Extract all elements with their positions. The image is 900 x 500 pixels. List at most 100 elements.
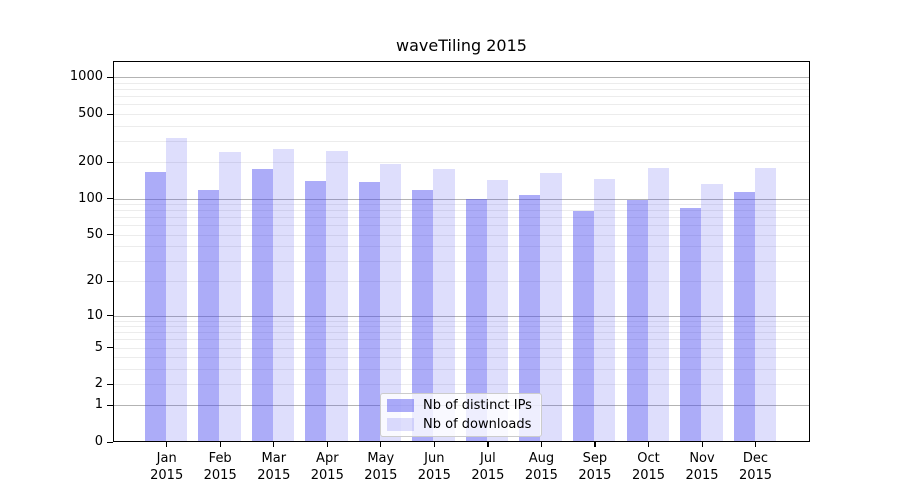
x-tick — [219, 442, 221, 447]
y-tick-label: 50 — [86, 226, 103, 242]
x-tick-label-month: Mar — [261, 451, 287, 466]
x-tick-label-month: Apr — [316, 451, 339, 466]
x-tick-label: Jun 2015 — [402, 450, 466, 484]
y-tick — [107, 234, 113, 236]
x-tick — [433, 442, 435, 447]
y-tick — [107, 347, 113, 349]
gridline-minor — [113, 368, 810, 370]
x-tick-label-month: Sep — [582, 451, 608, 466]
bar-distinct-ips — [572, 211, 594, 442]
x-tick-label: Dec 2015 — [724, 450, 788, 484]
gridline-major — [113, 315, 810, 317]
y-tick-label: 0 — [94, 434, 103, 449]
x-tick-label: Jan 2015 — [135, 450, 199, 484]
y-tick — [107, 441, 113, 443]
y-tick-label: 1 — [94, 397, 103, 413]
gridline-minor — [113, 162, 810, 164]
gridline-minor — [113, 347, 810, 349]
y-tick — [107, 198, 113, 200]
x-tick-label-year: 2015 — [257, 468, 291, 483]
x-tick-label-year: 2015 — [150, 468, 184, 483]
y-tick-label: 1000 — [69, 69, 103, 85]
x-tick-label-month: Nov — [689, 451, 715, 466]
bar-downloads — [165, 137, 188, 442]
bar-downloads — [219, 152, 241, 442]
bar-distinct-ips — [251, 169, 273, 442]
legend-label-downloads: Nb of downloads — [423, 417, 532, 433]
bar-downloads — [433, 168, 455, 442]
bar-distinct-ips — [519, 194, 541, 442]
bar-distinct-ips — [626, 199, 648, 442]
legend-swatch-downloads — [387, 418, 414, 432]
x-tick-label-year: 2015 — [417, 468, 451, 483]
gridline-minor — [113, 96, 810, 98]
x-tick-label: May 2015 — [349, 450, 413, 484]
x-tick — [540, 442, 543, 447]
gridline-minor — [113, 384, 810, 385]
y-tick-label: 100 — [78, 190, 103, 206]
y-tick — [107, 76, 113, 79]
x-tick-label-month: May — [367, 451, 395, 466]
x-tick — [648, 442, 650, 447]
gridline-minor — [113, 89, 810, 91]
x-tick-label-month: Dec — [742, 451, 769, 466]
bar-downloads — [701, 184, 723, 442]
gridline-minor — [113, 225, 810, 227]
gridline-minor — [113, 140, 810, 142]
gridline-minor — [113, 204, 810, 205]
gridline-major — [113, 77, 810, 79]
y-tick — [107, 113, 113, 115]
plot-area — [113, 61, 810, 442]
gridline-minor — [113, 260, 810, 262]
bar-downloads — [593, 179, 616, 442]
gridline-minor — [113, 83, 810, 84]
y-tick — [107, 161, 113, 163]
bar-distinct-ips — [412, 189, 434, 442]
x-tick-label-year: 2015 — [578, 468, 612, 483]
x-tick-label-year: 2015 — [685, 468, 719, 483]
bar-distinct-ips — [733, 192, 755, 442]
y-tick-label: 20 — [86, 273, 103, 289]
legend-item-downloads: Nb of downloads — [387, 417, 535, 434]
x-tick-label-month: Jul — [480, 451, 496, 466]
x-tick-label: Oct 2015 — [617, 450, 681, 484]
x-tick-label: Sep 2015 — [563, 450, 627, 484]
gridline-minor — [113, 332, 810, 334]
gridline-minor — [113, 234, 810, 236]
x-tick-label-month: Aug — [528, 451, 555, 466]
x-tick — [594, 442, 596, 447]
y-tick-label: 5 — [94, 339, 103, 355]
x-tick-label-month: Feb — [208, 451, 232, 466]
chart-title: waveTiling 2015 — [396, 36, 527, 55]
x-tick — [326, 442, 328, 447]
x-tick-label-month: Jan — [156, 451, 177, 466]
y-tick — [107, 280, 113, 283]
legend: Nb of distinct IPs Nb of downloads — [380, 393, 542, 437]
gridline-minor — [113, 357, 810, 359]
x-tick-label-month: Oct — [637, 451, 660, 466]
y-tick — [107, 315, 113, 317]
bar-distinct-ips — [465, 198, 487, 442]
y-tick — [107, 383, 113, 385]
x-tick — [380, 442, 382, 447]
x-tick-label: Aug 2015 — [509, 450, 573, 484]
bar-downloads — [272, 149, 295, 442]
x-tick-label: Feb 2015 — [188, 450, 252, 484]
y-tick-label: 500 — [78, 106, 103, 121]
x-tick-label-month: Jun — [424, 451, 445, 466]
bar-distinct-ips — [198, 189, 220, 442]
bar-distinct-ips — [144, 172, 166, 442]
x-tick — [701, 442, 703, 447]
x-tick-label-year: 2015 — [631, 468, 666, 483]
x-tick — [487, 442, 489, 447]
gridline-minor — [113, 320, 810, 322]
y-tick-label: 10 — [86, 307, 103, 323]
x-tick-label-year: 2015 — [364, 468, 398, 483]
x-tick-label-year: 2015 — [471, 468, 505, 483]
x-tick — [273, 442, 275, 447]
gridline-major — [113, 198, 810, 200]
gridline-minor — [113, 114, 810, 115]
gridline-minor — [113, 246, 810, 247]
bar-distinct-ips — [305, 180, 327, 442]
